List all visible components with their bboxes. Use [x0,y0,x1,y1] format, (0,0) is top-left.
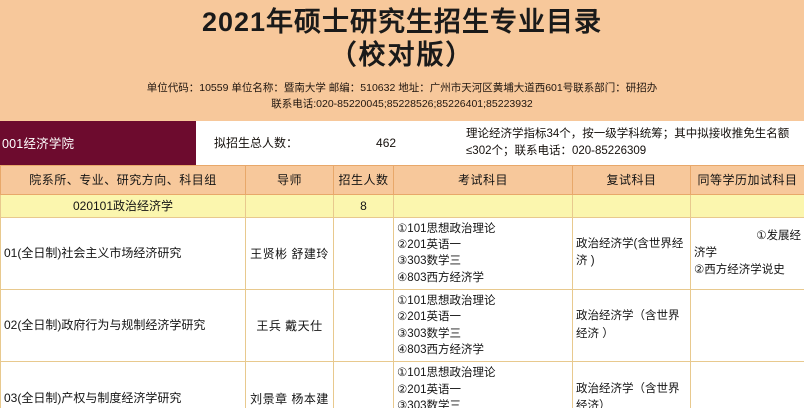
major-tutor-cell [245,193,334,218]
exam-subject-item: ①101思想政治理论 [397,295,496,308]
tutor-names: 王贤彬 舒建玲 [245,216,334,291]
exam-subjects: ①101思想政治理论 ②201英语一 ③303数学三 ④803西方经济学 [393,216,573,291]
exam-subjects: ①101思想政治理论 ②201英语一 ③303数学三 ④803西方经济学 [393,361,573,408]
major-extra-cell [690,193,804,218]
major-exam-cell [393,193,573,218]
tutor-names: 刘景章 杨本建 [245,361,334,408]
major-row: 020101政治经济学 8 [0,193,804,218]
retest-subjects: 政治经济学（含世界经济 ） [572,289,691,363]
extra-subject-line: ②西方经济学说史 [694,264,785,277]
col-header-direction: 院系所、专业、研究方向、科目组 [0,164,246,195]
document-banner: 2021年硕士研究生招生专业目录 （校对版） 单位代码：10559 单位名称：暨… [0,0,804,121]
extra-subject-line: ①发展经 [756,229,801,242]
enrollment-plan-group: 拟招生总人数： 462 [196,121,466,165]
retest-subjects: 政治经济学(含世界经济 ) [572,216,691,291]
equivalent-extra-subjects [690,289,804,363]
major-count: 8 [333,193,394,218]
catalog-table: 院系所、专业、研究方向、科目组 导师 招生人数 考试科目 复试科目 同等学历加试… [0,164,804,408]
exam-subject-item: ④803西方经济学 [397,271,484,284]
exam-subject-item: ③303数学三 [397,255,461,268]
exam-subject-item: ①101思想政治理论 [397,222,496,235]
table-header-row: 院系所、专业、研究方向、科目组 导师 招生人数 考试科目 复试科目 同等学历加试… [0,164,804,195]
institution-phone-line: 联系电话:020-85220045;85228526;85226401;8522… [271,97,533,110]
exam-subject-item: ②201英语一 [397,383,461,396]
college-info-row: 001经济学院 拟招生总人数： 462 理论经济学指标34个，按一级学科统筹；其… [0,120,804,165]
col-header-extra: 同等学历加试科目 [690,164,804,195]
col-header-count: 招生人数 [333,164,394,195]
col-header-tutor: 导师 [245,164,334,195]
page-title: 2021年硕士研究生招生专业目录 [201,7,603,37]
exam-subjects: ①101思想政治理论 ②201英语一 ③303数学三 ④803西方经济学 [393,289,573,363]
table-row: 01(全日制)社会主义市场经济研究 王贤彬 舒建玲 ①101思想政治理论 ②20… [0,216,804,291]
research-direction: 02(全日制)政府行为与规制经济学研究 [0,289,246,363]
exam-subject-item: ②201英语一 [397,311,461,324]
enrollment-count [333,216,394,291]
retest-subjects: 政治经济学（含世界经济） [572,361,691,408]
major-retest-cell [572,193,691,218]
research-direction: 03(全日制)产权与制度经济学研究 [0,361,246,408]
exam-subject-item: ③303数学三 [397,327,461,340]
col-header-retest: 复试科目 [572,164,691,195]
major-name: 020101政治经济学 [0,193,246,218]
col-header-exam: 考试科目 [393,164,573,195]
institution-meta-line: 单位代码：10559 单位名称：暨南大学 邮编：510632 地址：广州市天河区… [146,81,658,94]
research-direction: 01(全日制)社会主义市场经济研究 [0,216,246,291]
equivalent-extra-subjects: ①发展经 济学 ②西方经济学说史 [690,216,804,291]
college-note: 理论经济学指标34个，按一级学科统筹；其中拟接收推免生名额≤302个；联系电话：… [466,121,804,165]
table-row: 03(全日制)产权与制度经济学研究 刘景章 杨本建 ①101思想政治理论 ②20… [0,361,804,408]
equivalent-extra-subjects [690,361,804,408]
exam-subject-item: ④803西方经济学 [397,344,484,357]
enrollment-plan-value: 462 [376,135,397,150]
college-badge-label: 001经济学院 [2,137,75,152]
table-row: 02(全日制)政府行为与规制经济学研究 王兵 戴天仕 ①101思想政治理论 ②2… [0,289,804,363]
extra-subject-line: 济学 [694,246,717,259]
enrollment-plan-label: 拟招生总人数： [214,136,299,151]
exam-subject-item: ①101思想政治理论 [397,367,496,380]
enrollment-count [333,289,394,363]
college-note-text: 理论经济学指标34个，按一级学科统筹；其中拟接收推免生名额≤302个；联系电话：… [466,127,790,157]
tutor-names: 王兵 戴天仕 [245,289,334,363]
exam-subject-item: ②201英语一 [397,239,461,252]
enrollment-count [333,361,394,408]
exam-subject-item: ③303数学三 [397,400,461,408]
page-subtitle: （校对版） [329,39,475,70]
college-badge: 001经济学院 [0,120,196,165]
